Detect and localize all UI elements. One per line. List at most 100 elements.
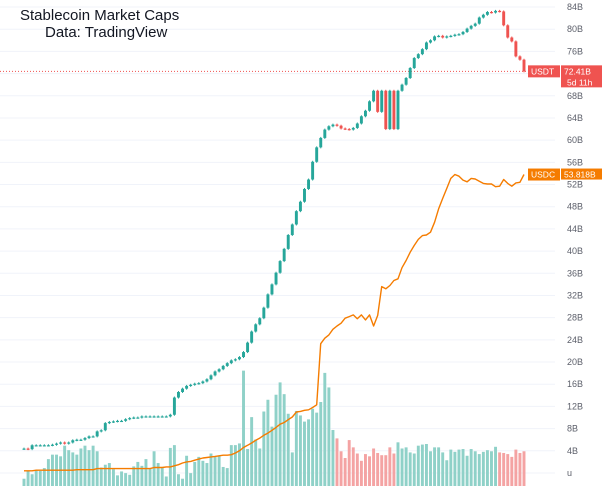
usdt-candle <box>189 384 193 386</box>
usdt-candle <box>396 90 400 130</box>
usdt-candle <box>246 342 250 353</box>
usdt-candle <box>392 90 396 130</box>
volume-bar <box>250 417 254 486</box>
usdt-candle <box>197 383 201 385</box>
y-axis: 84B80B76B72B68B64B60B56B52B48B44B40B36B3… <box>567 2 583 478</box>
volume-bar <box>453 451 457 486</box>
volume-bar <box>156 463 160 486</box>
y-tick-label: 32B <box>567 290 583 300</box>
usdt-candle <box>331 124 335 127</box>
y-tick-label: 48B <box>567 202 583 212</box>
volume-bar <box>120 471 124 486</box>
usdt-candle <box>327 126 331 130</box>
volume-bar <box>416 445 420 486</box>
usdt-candle <box>376 90 380 112</box>
usdt-candle <box>380 90 384 112</box>
volume-bar <box>502 452 506 486</box>
volume-bar <box>233 445 237 486</box>
volume-bar <box>282 394 286 486</box>
usdt-candle <box>510 37 514 42</box>
volume-bar <box>335 438 339 486</box>
usdt-candle <box>311 161 315 180</box>
usdt-candle <box>229 360 233 364</box>
volume-bar <box>481 451 485 486</box>
usdt-candle <box>453 34 457 36</box>
volume-bar <box>152 451 156 486</box>
usdt-candle <box>128 418 132 420</box>
usdt-candle <box>351 127 355 130</box>
volume-bar <box>144 459 148 486</box>
volume-bar <box>400 448 404 486</box>
usdt-candle <box>205 379 209 382</box>
series-name-tag-text: USDC <box>531 170 555 180</box>
usdt-candle <box>433 36 437 41</box>
usdt-candle <box>99 430 103 432</box>
usdt-candle <box>120 420 124 423</box>
volume-bar <box>229 445 233 486</box>
volume-bar <box>266 399 270 486</box>
volume-bar <box>189 473 193 486</box>
usdt-candle <box>359 116 363 124</box>
usdt-candle <box>217 369 221 372</box>
usdt-candle <box>506 25 510 38</box>
y-tick-label: 60B <box>567 135 583 145</box>
usdt-candle <box>457 34 461 36</box>
volume-bar <box>217 455 221 486</box>
usdt-candle <box>34 445 38 447</box>
usdt-candle <box>148 416 152 418</box>
volume-bar <box>124 473 128 486</box>
y-tick-label: 4B <box>567 446 578 456</box>
y-tick-label: 16B <box>567 379 583 389</box>
usdt-candle <box>298 201 302 212</box>
usdt-candle <box>274 272 278 285</box>
usdt-candle <box>233 359 237 361</box>
volume-bar <box>339 451 343 486</box>
usdc-line <box>24 173 525 472</box>
volume-bar <box>433 447 437 486</box>
usdt-candle <box>181 388 184 393</box>
volume-bar <box>510 456 514 486</box>
usdt-candle <box>400 84 404 91</box>
volume-bar <box>91 445 95 486</box>
volume-bar <box>270 426 274 486</box>
volume-bar <box>392 453 396 486</box>
volume-bar <box>429 451 432 486</box>
usdt-candle <box>91 436 95 438</box>
volume-bar <box>514 449 518 486</box>
usdt-candle <box>408 68 412 79</box>
volume-bar <box>408 452 412 486</box>
volume-bar <box>237 443 241 486</box>
usdt-candle <box>258 318 262 325</box>
y-tick-label: 40B <box>567 246 583 256</box>
volume-bar <box>490 451 493 486</box>
volume-bar <box>465 455 469 486</box>
volume-bar <box>30 474 34 486</box>
usdt-candle <box>55 443 58 445</box>
usdt-candle <box>355 123 359 128</box>
usdt-candle <box>42 445 46 447</box>
y-tick-label: 8B <box>567 424 578 434</box>
volume-bar <box>311 408 315 486</box>
volume-bar <box>116 475 119 486</box>
volume-bar <box>38 470 42 486</box>
volume-bar <box>225 468 229 486</box>
usdt-candle <box>286 235 290 249</box>
usdt-candle <box>213 371 217 376</box>
volume-bar <box>441 452 445 486</box>
usdt-candle <box>237 357 241 360</box>
volume-bar <box>278 382 282 486</box>
y-tick-label: 64B <box>567 113 583 123</box>
volume-bar <box>364 454 367 486</box>
usdt-candle <box>152 416 156 418</box>
usdt-candle <box>498 10 502 13</box>
usdt-candle <box>465 28 469 32</box>
volume-bar <box>372 448 376 486</box>
y-tick-label: 76B <box>567 46 583 56</box>
usdt-candle <box>250 331 254 343</box>
y-tick-label: 80B <box>567 24 583 34</box>
usdt-candle <box>79 439 83 441</box>
y-tick-label: 12B <box>567 401 583 411</box>
volume-bar <box>132 466 136 486</box>
volume-bar <box>67 450 71 486</box>
volume-bar <box>469 449 473 486</box>
